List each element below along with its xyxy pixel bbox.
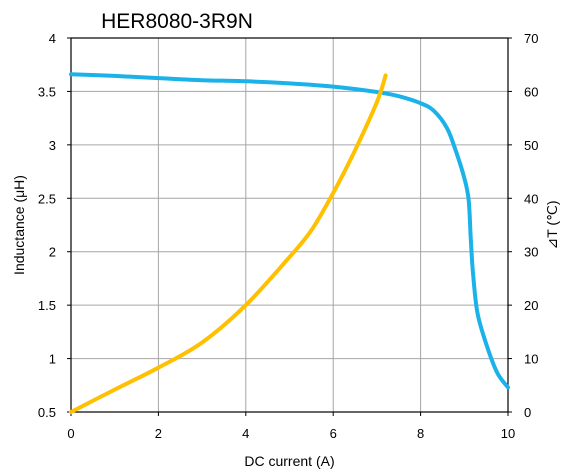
y-right-tick-label: 70 (524, 31, 538, 46)
y-right-tick-label: 10 (524, 352, 538, 367)
y-right-tick-label: 40 (524, 191, 538, 206)
y-right-tick-label: 60 (524, 84, 538, 99)
x-tick-label: 6 (330, 426, 337, 441)
y-left-tick-label: 2.5 (38, 191, 56, 206)
y-left-tick-label: 0.5 (38, 405, 56, 420)
x-axis-label: DC current (A) (244, 453, 334, 469)
y-axis-left-label: Inductance (μH) (11, 175, 27, 275)
x-tick-label: 4 (242, 426, 249, 441)
y-left-tick-label: 1 (49, 352, 56, 367)
y-left-tick-label: 3.5 (38, 84, 56, 99)
x-tick-label: 10 (501, 426, 515, 441)
temperature-rise-series-line (69, 73, 388, 414)
inductance-series-line (69, 72, 510, 390)
y-left-tick-label: 4 (49, 31, 56, 46)
y-left-tick-label: 2 (49, 245, 56, 260)
plot-area-frame (70, 37, 509, 413)
x-tick-label: 0 (67, 426, 74, 441)
y-left-tick-label: 3 (49, 138, 56, 153)
y-left-tick-label: 1.5 (38, 298, 56, 313)
chart-title: HER8080-3R9N (101, 10, 253, 33)
y-right-tick-label: 20 (524, 298, 538, 313)
x-tick-label: 2 (155, 426, 162, 441)
y-right-tick-label: 30 (524, 245, 538, 260)
x-tick-label: 8 (417, 426, 424, 441)
y-right-tick-label: 50 (524, 138, 538, 153)
y-axis-right-label: ⊿T (℃) (544, 201, 560, 250)
series-layer (69, 72, 510, 414)
y-right-tick-label: 0 (524, 405, 531, 420)
